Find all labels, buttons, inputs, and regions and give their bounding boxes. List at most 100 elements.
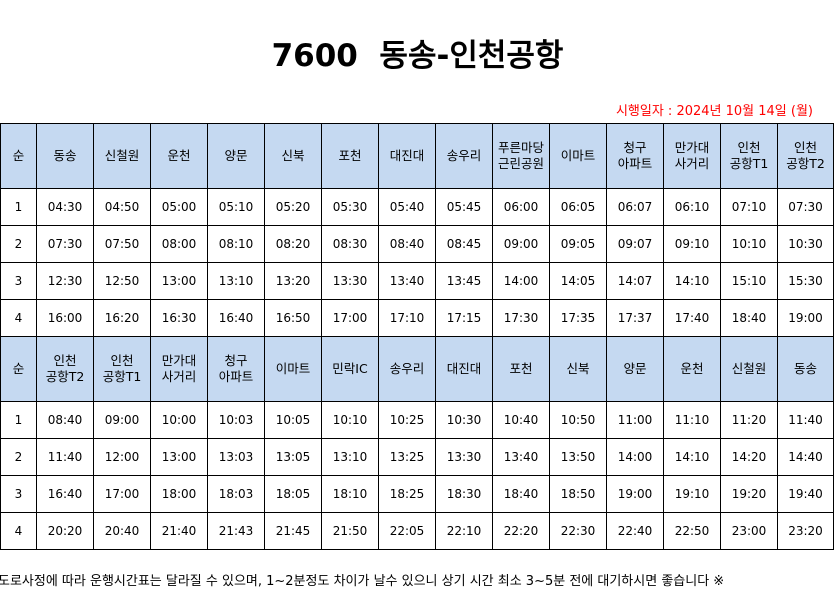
departure-time-cell: 14:07 [606,262,664,300]
departure-time-cell: 18:40 [492,475,550,513]
departure-time-cell: 13:00 [150,262,208,300]
departure-time-cell: 14:10 [663,262,721,300]
departure-time-cell: 08:40 [378,225,436,263]
timetable: 순 동송 신철원 운천 양문 신북 포천 대진대 송우리 푸른마당 근린공원 이마트 청구 아파트 만가대 사… [0,123,834,550]
stop-header: 동송 [777,336,834,402]
stop-header-line: 신철원 [731,361,767,377]
departure-time-cell: 13:30 [435,438,493,476]
trip-number-cell: 4 [0,299,37,337]
trip-number-cell: 1 [0,401,37,439]
departure-time-cell: 05:00 [150,188,208,226]
departure-time-cell: 22:20 [492,512,550,550]
departure-time-cell: 13:10 [207,262,265,300]
departure-time-cell: 17:30 [492,299,550,337]
departure-time-cell: 13:10 [321,438,379,476]
departure-time-cell: 16:00 [36,299,94,337]
stop-header: 청구 아파트 [606,123,664,189]
departure-time-cell: 05:30 [321,188,379,226]
stop-header-line: 사거리 [674,156,710,171]
trip-number-cell: 3 [0,262,37,300]
order-header: 순 [0,336,37,402]
departure-time-cell: 18:00 [150,475,208,513]
stop-header-line: 공항T1 [102,369,142,384]
departure-time-cell: 14:10 [663,438,721,476]
stop-header-line: 공항T2 [45,369,85,384]
departure-time-cell: 20:40 [93,512,151,550]
departure-time-cell: 13:03 [207,438,265,476]
stop-header-line: 포천 [509,361,533,377]
page-title: 7600 동송-인천공항 [271,38,564,74]
departure-time-cell: 08:30 [321,225,379,263]
departure-time-cell: 09:10 [663,225,721,263]
notice-text: 도로사정에 따라 운행시간표는 달라질 수 있으며, 1~2분정도 차이가 날수… [0,574,725,589]
departure-time-cell: 11:40 [36,438,94,476]
stop-header-line: 이마트 [560,148,596,164]
stop-header: 인천 공항T2 [777,123,834,189]
stop-header-line: 민락IC [332,361,368,377]
stop-header-line: 신북 [281,148,305,164]
departure-time-cell: 18:03 [207,475,265,513]
stop-header: 이마트 [549,123,607,189]
departure-time-cell: 12:00 [93,438,151,476]
departure-time-cell: 09:07 [606,225,664,263]
stop-header-line: 양문 [224,148,248,164]
departure-time-cell: 13:00 [150,438,208,476]
departure-time-cell: 15:30 [777,262,834,300]
stop-header: 송우리 [435,123,493,189]
table-row: 2 07:30 07:50 08:00 08:10 08:20 08:30 08:40 08:4… [0,225,834,263]
stop-header: 운천 [663,336,721,402]
departure-time-cell: 11:40 [777,401,834,439]
departure-time-cell: 13:50 [549,438,607,476]
stop-header: 만가대 사거리 [663,123,721,189]
stop-header-line: 이마트 [275,361,311,377]
stop-header-line: 인천 [53,353,77,369]
departure-time-cell: 17:35 [549,299,607,337]
departure-time-cell: 14:05 [549,262,607,300]
departure-time-cell: 18:05 [264,475,322,513]
departure-time-cell: 14:20 [720,438,778,476]
stop-header: 신철원 [93,123,151,189]
departure-time-cell: 10:05 [264,401,322,439]
stop-header-line: 만가대 [161,353,197,369]
departure-time-cell: 04:30 [36,188,94,226]
departure-time-cell: 07:10 [720,188,778,226]
stop-header: 인천 공항T1 [720,123,778,189]
departure-time-cell: 22:50 [663,512,721,550]
departure-time-cell: 19:00 [777,299,834,337]
departure-time-cell: 08:10 [207,225,265,263]
departure-time-cell: 18:50 [549,475,607,513]
trip-number-cell: 4 [0,512,37,550]
table-row: 3 12:30 12:50 13:00 13:10 13:20 13:30 13:40 13:4… [0,262,834,300]
stop-header-line: 인천 [737,140,761,156]
stop-header-line: 신북 [566,361,590,377]
outbound-header-row: 순 동송 신철원 운천 양문 신북 포천 대진대 송우리 푸른마당 근린공원 이마트 청구 아파트 만가대 사… [0,123,834,189]
stop-header-line: 운천 [167,148,191,164]
stop-header: 송우리 [378,336,436,402]
departure-time-cell: 19:10 [663,475,721,513]
departure-time-cell: 17:37 [606,299,664,337]
departure-time-cell: 18:10 [321,475,379,513]
departure-time-cell: 08:45 [435,225,493,263]
stop-header-line: 인천 [793,140,817,156]
trip-number-cell: 1 [0,188,37,226]
departure-time-cell: 16:40 [207,299,265,337]
departure-time-cell: 06:07 [606,188,664,226]
stop-header: 동송 [36,123,94,189]
stop-header-line: 근린공원 [497,156,544,171]
departure-time-cell: 22:40 [606,512,664,550]
stop-header: 신철원 [720,336,778,402]
stop-header: 푸른마당 근린공원 [492,123,550,189]
departure-time-cell: 10:10 [321,401,379,439]
stop-header-line: 송우리 [446,148,482,164]
departure-time-cell: 16:50 [264,299,322,337]
stop-header-line: 대진대 [446,361,482,377]
trip-number-cell: 2 [0,438,37,476]
departure-time-cell: 10:30 [435,401,493,439]
departure-time-cell: 19:00 [606,475,664,513]
stop-header-line: 대진대 [389,148,425,164]
stop-header-line: 순 [12,148,25,164]
stop-header-line: 운천 [680,361,704,377]
departure-time-cell: 10:25 [378,401,436,439]
stop-header-line: 청구 [623,140,647,156]
departure-time-cell: 23:00 [720,512,778,550]
